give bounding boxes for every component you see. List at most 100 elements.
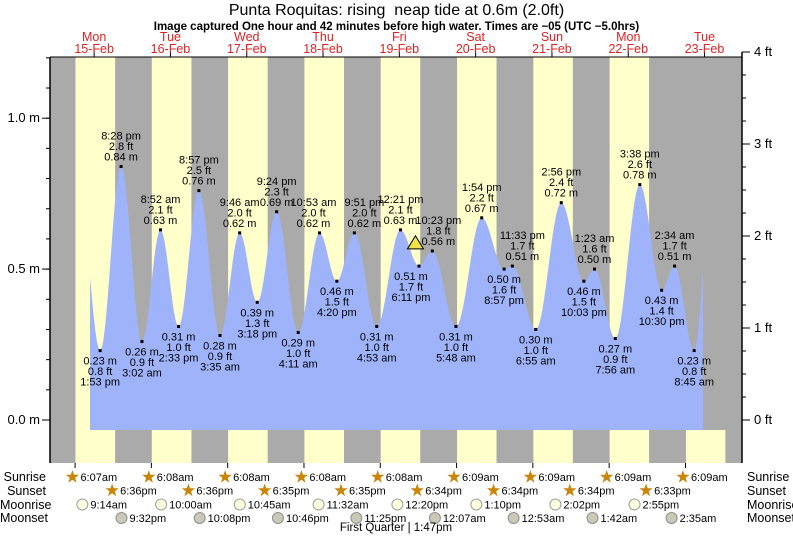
- high-tide-label: 8:57 pm: [179, 155, 219, 167]
- low-tide-label: 3:18 pm: [237, 328, 277, 340]
- sunset-row-label-right: Sunset: [747, 483, 786, 498]
- low-tide-label: 0.9 ft: [603, 354, 627, 366]
- low-tide-label: 0.43 m: [645, 295, 679, 307]
- low-tide-label: 8:45 am: [674, 377, 714, 389]
- low-tide-label: 6:11 pm: [392, 292, 431, 304]
- day-date-label: 20-Feb: [456, 42, 496, 56]
- moonrise-time: 10:00am: [169, 500, 212, 512]
- moonset-time: 12:53am: [522, 513, 565, 525]
- tide-point: [430, 249, 434, 253]
- tide-point: [335, 279, 339, 283]
- low-tide-label: 0.23 m: [677, 356, 711, 368]
- moonset-icon: [507, 512, 520, 524]
- high-tide-label: 2.1 ft: [388, 204, 412, 216]
- high-tide-label: 2.6 ft: [628, 159, 652, 171]
- high-tide-label: 1.6 ft: [582, 244, 606, 256]
- low-tide-label: 1.6 ft: [492, 285, 516, 297]
- low-tide-label: 1.5 ft: [325, 297, 349, 309]
- sunrise-icon: [447, 470, 461, 483]
- moonrise-time: 9:14am: [90, 500, 127, 512]
- high-tide-label: 2.1 ft: [148, 204, 172, 216]
- moonset-icon: [193, 512, 206, 524]
- high-tide-label: 2.3 ft: [264, 186, 288, 198]
- sunrise-time: 6:09am: [691, 472, 728, 484]
- moonrise-icon: [76, 498, 89, 511]
- sunset-time: 6:35pm: [349, 486, 386, 498]
- tide-point: [238, 231, 242, 235]
- day-date-label: 19-Feb: [380, 42, 420, 56]
- moonrise-icon: [549, 498, 562, 511]
- moonrise-icon: [628, 498, 641, 511]
- sunrise-time: 6:08am: [309, 472, 346, 484]
- high-tide-label: 0.69 m: [260, 197, 294, 209]
- sunrise-icon: [371, 470, 385, 483]
- tide-point: [582, 279, 586, 283]
- high-tide-label: 8:28 pm: [101, 130, 141, 142]
- tide-point: [140, 340, 144, 344]
- low-tide-label: 0.39 m: [240, 307, 274, 319]
- high-tide-label: 2.0 ft: [301, 207, 325, 219]
- low-tide-label: 1.3 ft: [245, 318, 269, 330]
- sunrise-icon: [142, 470, 156, 483]
- sunrise-row-label-right: Sunrise: [747, 470, 790, 484]
- tide-point: [417, 264, 421, 268]
- high-tide-label: 0.51 m: [658, 251, 692, 263]
- tide-point: [454, 324, 458, 328]
- moonrise-row-label-left: Moonrise: [0, 497, 52, 512]
- sunset-icon: [563, 483, 577, 497]
- moonrise-time: 2:55pm: [643, 500, 680, 512]
- sunset-icon: [410, 483, 424, 497]
- day-weekday-label: Sat: [466, 30, 485, 44]
- ft-axis-label: 4 ft: [754, 44, 772, 59]
- sunset-icon: [639, 483, 653, 497]
- day-date-label: 23-Feb: [685, 42, 725, 56]
- tide-point: [218, 333, 222, 337]
- tide-point: [296, 330, 300, 334]
- high-tide-label: 0.76 m: [182, 176, 216, 188]
- low-tide-label: 5:48 am: [436, 352, 476, 364]
- sunrise-time: 6:09am: [538, 472, 575, 484]
- moonset-icon: [271, 512, 284, 524]
- tide-point: [352, 231, 356, 235]
- low-tide-label: 0.8 ft: [88, 366, 112, 378]
- moonrise-icon: [233, 498, 246, 511]
- sunrise-icon: [600, 470, 614, 483]
- high-tide-label: 0.51 m: [506, 251, 540, 263]
- chart-subtitle: Image captured One hour and 42 minutes b…: [153, 21, 640, 33]
- sunrise-icon: [218, 470, 232, 483]
- day-date-label: 22-Feb: [608, 42, 648, 56]
- high-tide-label: 3:38 pm: [620, 149, 660, 161]
- sunset-icon: [334, 483, 348, 497]
- high-tide-label: 0.63 m: [384, 215, 418, 227]
- day-date-label: 15-Feb: [74, 42, 114, 56]
- moonset-time: 1:42am: [601, 513, 638, 525]
- moonrise-icon: [391, 498, 404, 511]
- sunset-time: 6:34pm: [425, 486, 462, 498]
- low-tide-label: 1.0 ft: [166, 342, 190, 354]
- tide-point: [255, 300, 259, 304]
- sunset-time: 6:35pm: [273, 486, 310, 498]
- day-band: [685, 430, 726, 463]
- moonset-row-label-right: Moonset: [747, 511, 793, 525]
- low-tide-label: 0.8 ft: [682, 366, 706, 378]
- high-tide-label: 10:23 pm: [415, 215, 461, 227]
- moonset-icon: [350, 512, 363, 524]
- day-weekday-label: Wed: [234, 30, 260, 44]
- day-date-label: 16-Feb: [151, 42, 191, 56]
- moonset-icon: [428, 512, 441, 524]
- high-tide-label: 2:34 am: [655, 230, 695, 242]
- day-date-label: 18-Feb: [303, 42, 343, 56]
- tide-point: [197, 189, 201, 193]
- tide-point: [534, 327, 538, 331]
- sunrise-row-label-left: Sunrise: [3, 470, 46, 484]
- sunrise-time: 6:08am: [233, 472, 270, 484]
- moonrise-time: 11:32am: [327, 500, 369, 512]
- day-weekday-label: Mon: [616, 30, 640, 44]
- low-tide-label: 1.7 ft: [399, 282, 423, 294]
- low-tide-label: 0.27 m: [599, 344, 633, 356]
- low-tide-label: 10:30 pm: [639, 316, 685, 328]
- tide-point: [638, 183, 642, 187]
- high-tide-label: 11:33 pm: [500, 230, 545, 242]
- tide-point: [158, 228, 162, 232]
